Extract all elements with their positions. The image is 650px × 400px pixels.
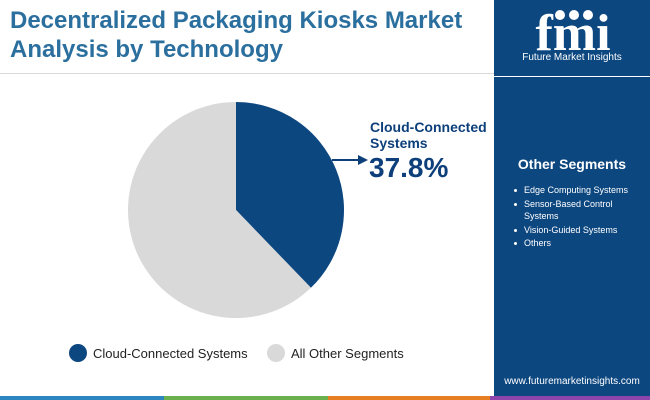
chart-title: Decentralized Packaging Kiosks Market An… xyxy=(10,6,480,64)
legend-item-other-segments: All Other Segments xyxy=(267,342,404,364)
legend-swatch-other-segments xyxy=(267,344,285,362)
list-item: Sensor-Based Control Systems xyxy=(514,198,646,223)
bottom-bar-segment xyxy=(328,396,490,400)
bottom-bar-segment xyxy=(490,396,650,400)
other-segments-list: Edge Computing Systems Sensor-Based Cont… xyxy=(514,184,646,251)
logo-caption: Future Market Insights xyxy=(522,52,622,63)
pie-slice-cloud-connected xyxy=(236,102,345,288)
legend-label-cloud-connected: Cloud-Connected Systems xyxy=(93,345,248,361)
legend-item-cloud-connected: Cloud-Connected Systems xyxy=(69,342,248,364)
list-item: Others xyxy=(514,237,646,250)
bottom-bar-segment xyxy=(0,396,164,400)
callout-arrow-head-icon xyxy=(358,155,368,165)
website-link[interactable]: www.futuremarketinsights.com xyxy=(504,376,640,387)
sidebar-panel: fmi Future Market Insights Other Segment… xyxy=(494,0,650,400)
other-segments-title: Other Segments xyxy=(517,156,627,172)
pie-slice-other-segments xyxy=(128,102,311,318)
fmi-logo: fmi xyxy=(535,6,610,62)
header-divider xyxy=(0,73,494,74)
logo-dot-icon xyxy=(555,10,565,20)
bottom-bar-segment xyxy=(164,396,328,400)
legend-label-other-segments: All Other Segments xyxy=(291,345,404,361)
callout-value: 37.8% xyxy=(369,152,449,183)
legend-swatch-cloud-connected xyxy=(69,344,87,362)
pie-chart xyxy=(128,102,368,318)
list-item: Edge Computing Systems xyxy=(514,184,646,197)
logo-dot-icon xyxy=(569,10,579,20)
sidebar-divider xyxy=(494,76,650,77)
list-item: Vision-Guided Systems xyxy=(514,224,646,237)
chart-title-line-2: Analysis by Technology xyxy=(10,36,283,63)
callout-label: Cloud-Connected Systems xyxy=(370,119,487,151)
chart-title-line-1: Decentralized Packaging Kiosks Market xyxy=(10,7,463,34)
logo-dot-icon xyxy=(583,10,593,20)
